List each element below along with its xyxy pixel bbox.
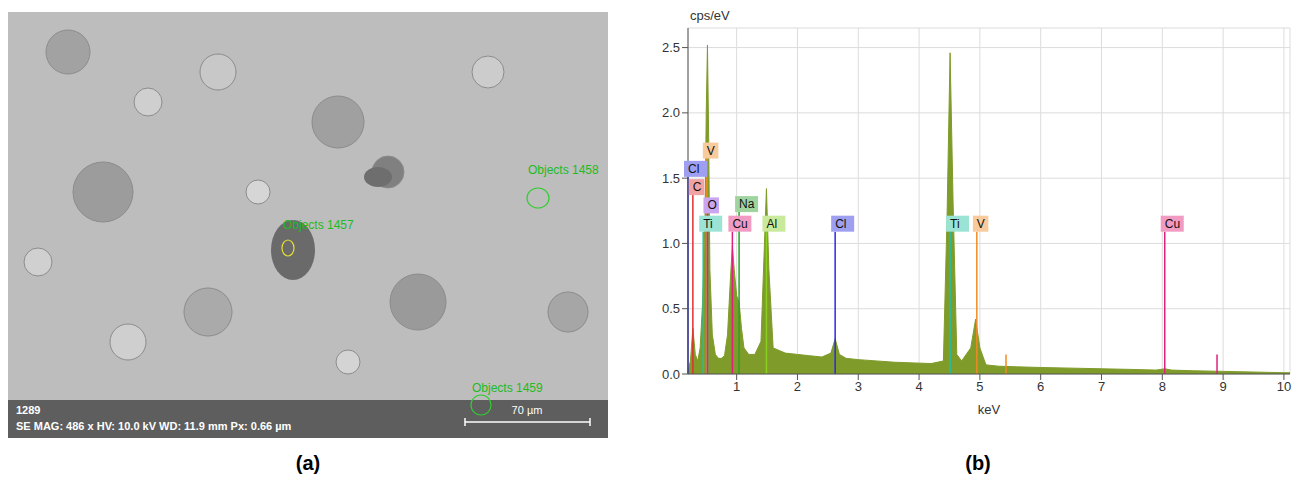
svg-text:4: 4 xyxy=(915,379,922,394)
svg-text:1: 1 xyxy=(733,379,740,394)
svg-text:keV: keV xyxy=(978,402,1001,417)
svg-text:Cu: Cu xyxy=(1165,217,1180,231)
svg-text:Cl: Cl xyxy=(688,162,699,176)
svg-text:V: V xyxy=(977,217,985,231)
svg-text:C: C xyxy=(693,180,702,194)
svg-text:2.5: 2.5 xyxy=(662,40,680,55)
html-text:(a): (a) xyxy=(295,452,321,474)
svg-text:70 µm: 70 µm xyxy=(512,404,543,416)
svg-text:Objects 1459: Objects 1459 xyxy=(472,381,543,395)
svg-text:5: 5 xyxy=(976,379,983,394)
svg-text:0.5: 0.5 xyxy=(662,301,680,316)
svg-text:10: 10 xyxy=(1277,379,1291,394)
svg-text:8: 8 xyxy=(1159,379,1166,394)
svg-text:2.0: 2.0 xyxy=(662,105,680,120)
svg-text:6: 6 xyxy=(1037,379,1044,394)
svg-text:Cu: Cu xyxy=(732,217,747,231)
svg-text:9: 9 xyxy=(1219,379,1226,394)
svg-text:Objects 1458: Objects 1458 xyxy=(528,163,599,177)
svg-text:Ti: Ti xyxy=(950,217,960,231)
svg-text:1.5: 1.5 xyxy=(662,171,680,186)
svg-text:1.0: 1.0 xyxy=(662,236,680,251)
html-text:(b): (b) xyxy=(965,452,991,474)
svg-text:1289: 1289 xyxy=(16,404,40,416)
svg-text:2: 2 xyxy=(794,379,801,394)
svg-text:3: 3 xyxy=(855,379,862,394)
svg-text:Objects 1457: Objects 1457 xyxy=(283,218,354,232)
svg-text:V: V xyxy=(707,144,715,158)
svg-text:SE MAG: 486 x HV: 10.0 kV WD:: SE MAG: 486 x HV: 10.0 kV WD: 11.9 mm Px… xyxy=(16,420,292,432)
svg-text:Cl: Cl xyxy=(835,217,846,231)
svg-text:0.0: 0.0 xyxy=(662,367,680,382)
svg-text:7: 7 xyxy=(1098,379,1105,394)
svg-text:O: O xyxy=(707,198,716,212)
svg-text:Al: Al xyxy=(766,217,777,231)
html-text:cps/eV: cps/eV xyxy=(690,8,730,23)
svg-text:Ti: Ti xyxy=(703,217,713,231)
svg-text:Na: Na xyxy=(739,197,755,211)
